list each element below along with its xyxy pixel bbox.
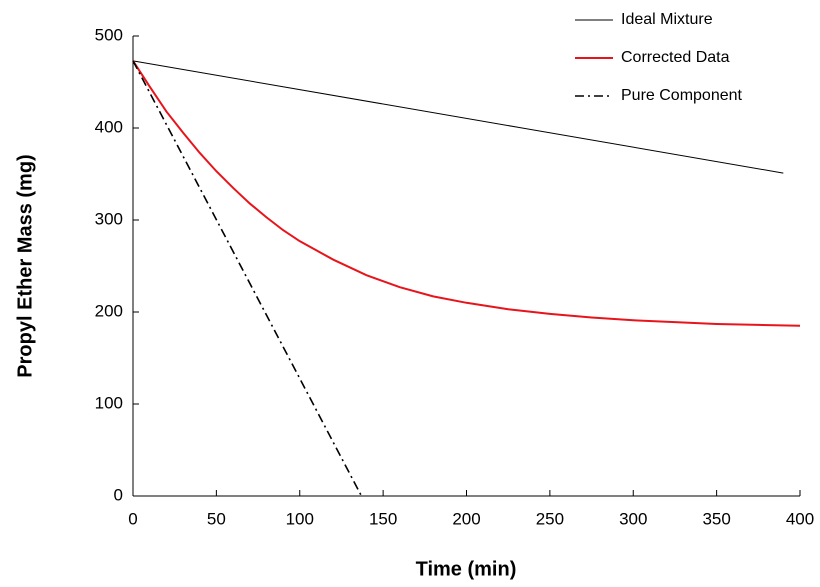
x-tick-label: 350 (702, 509, 730, 528)
x-tick-label: 150 (369, 509, 397, 528)
y-tick-label: 100 (95, 393, 123, 412)
x-tick-label: 200 (452, 509, 480, 528)
series-line (132, 60, 784, 174)
x-tick-label: 50 (207, 509, 226, 528)
y-tick-label: 300 (95, 209, 123, 228)
x-tick-label: 0 (128, 509, 137, 528)
legend-label: Corrected Data (621, 49, 730, 66)
series-line (132, 60, 363, 497)
x-tick-label: 250 (536, 509, 564, 528)
legend-label: Ideal Mixture (621, 11, 713, 28)
y-tick-label: 0 (114, 485, 123, 504)
legend-label: Pure Component (621, 87, 743, 104)
x-tick-label: 400 (786, 509, 814, 528)
y-axis-title: Propyl Ether Mass (mg) (14, 154, 36, 377)
y-tick-label: 400 (95, 117, 123, 136)
y-tick-label: 200 (95, 301, 123, 320)
x-tick-label: 300 (619, 509, 647, 528)
x-tick-label: 100 (286, 509, 314, 528)
y-tick-label: 500 (95, 25, 123, 44)
series-line (132, 60, 801, 327)
x-axis-title: Time (min) (416, 558, 517, 580)
